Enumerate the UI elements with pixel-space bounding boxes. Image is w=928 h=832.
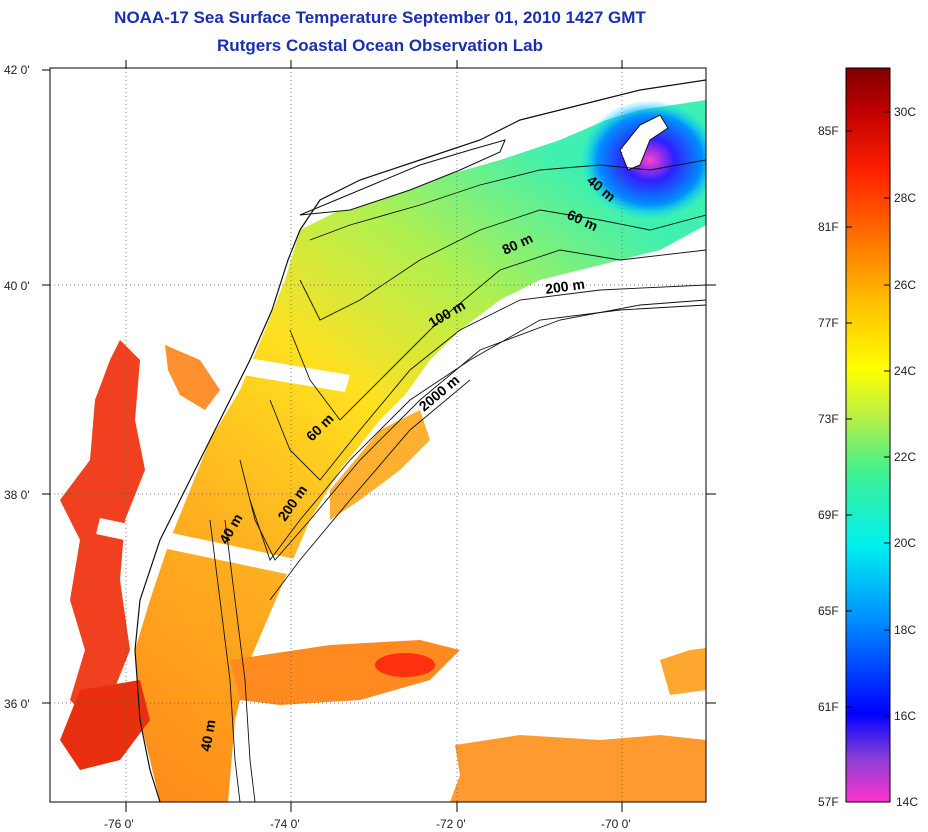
colorbar-c-label: 28C: [894, 191, 916, 205]
offshore-warm-2: [450, 735, 706, 802]
coastline-north: [299, 79, 706, 231]
colorbar-f-label: 69F: [818, 508, 839, 522]
lon-tick-label: -72 0': [436, 817, 466, 831]
lon-minor-ticks: [42, 60, 716, 812]
pamlico-sound: [60, 680, 150, 770]
lat-tick-label: 40 0': [4, 279, 30, 293]
lon-tick-label: -70 0': [601, 817, 631, 831]
cold-water-patch: [580, 100, 706, 220]
bathymetry-contours: [209, 159, 706, 802]
cloud-gap-band: [96, 518, 300, 576]
colorbar-f-label: 73F: [818, 412, 839, 426]
coastline: [134, 229, 301, 802]
long-island: [299, 139, 506, 216]
map-title-line2: Rutgers Coastal Ocean Observation Lab: [217, 36, 543, 55]
colorbar-f-ticks: [846, 130, 852, 708]
cape-cod: [619, 114, 669, 171]
depth-label: 200 m: [544, 276, 586, 297]
colorbar-f-label: 77F: [818, 316, 839, 330]
colorbar-f-label: 85F: [818, 124, 839, 138]
graticule: [50, 68, 706, 802]
offshore-hot-core: [375, 653, 435, 677]
offshore-warm-3: [660, 648, 706, 695]
cloud-gap-band: [225, 355, 350, 392]
lon-tick-label: -76 0': [104, 817, 134, 831]
colorbar-c-label: 16C: [894, 709, 916, 723]
delaware-bay: [165, 345, 220, 410]
colorbar-f-label: 57F: [818, 795, 839, 809]
lat-tick-label: 38 0': [4, 488, 30, 502]
colorbar-c-label: 18C: [894, 623, 916, 637]
colorbar-c-label: 26C: [894, 278, 916, 292]
map-title-line1: NOAA-17 Sea Surface Temperature Septembe…: [114, 8, 646, 27]
lat-tick-label: 36 0': [4, 697, 30, 711]
colorbar-f-label: 81F: [818, 220, 839, 234]
colorbar-f-label: 65F: [818, 604, 839, 618]
colorbar-c-ticks: [884, 111, 890, 717]
lat-tick-label: 42 0': [4, 63, 30, 77]
map-frame: [49, 67, 707, 803]
colorbar-c-label: 30C: [894, 105, 916, 119]
depth-label: 40 m: [197, 718, 218, 752]
colorbar-c-label: 22C: [894, 450, 916, 464]
colorbar-c-label: 14C: [896, 795, 918, 809]
colorbar-c-label: 20C: [894, 536, 916, 550]
lon-tick-label: -74 0': [270, 817, 300, 831]
colorbar: [845, 67, 891, 803]
colorbar-c-label: 24C: [894, 364, 916, 378]
colorbar-f-label: 61F: [818, 700, 839, 714]
